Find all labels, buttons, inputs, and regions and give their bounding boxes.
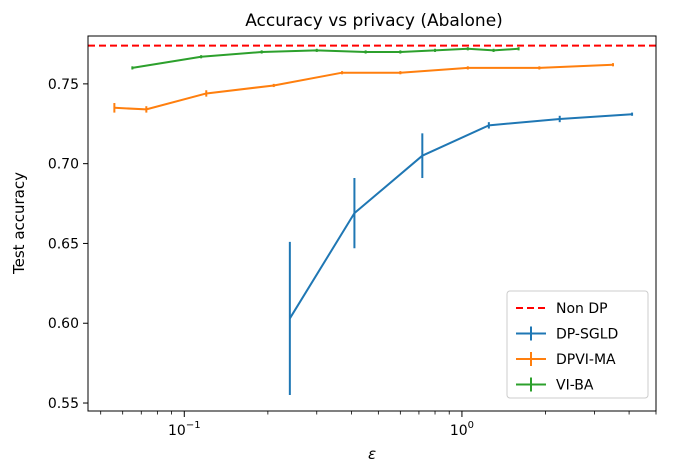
legend-box (506, 290, 649, 399)
y-tick-label: 0.60 (48, 316, 79, 332)
x-tick-label: 10−1 (168, 420, 201, 439)
series-vi-ba (131, 47, 520, 70)
legend-entry: DPVI-MA (516, 352, 616, 368)
legend-label: Non DP (556, 301, 608, 317)
series-line (288, 113, 633, 319)
legend: Non DP DP-SGLD DPVI-MA VI-BA (506, 290, 649, 399)
legend-label: VI-BA (556, 378, 594, 394)
axis-ticks: 0.55 0.60 0.65 0.70 0.75 10−1 100 (48, 77, 657, 439)
legend-entry: Non DP (516, 301, 608, 317)
y-tick-label: 0.55 (48, 396, 79, 412)
legend-entry: VI-BA (516, 377, 594, 394)
series-line (132, 47, 519, 69)
y-axis-label: Test accuracy (10, 172, 28, 275)
y-tick-label: 0.75 (48, 77, 79, 93)
legend-label: DPVI-MA (556, 352, 616, 368)
series-dpvi-ma (113, 63, 614, 113)
plot-frame (87, 35, 657, 412)
y-tick-label: 0.65 (48, 236, 79, 252)
plot-area (88, 44, 656, 396)
legend-entry: DP-SGLD (516, 326, 618, 343)
x-axis-label: ε (368, 445, 376, 463)
chart-title: Accuracy vs privacy (Abalone) (245, 11, 503, 31)
x-tick-label: 100 (450, 420, 474, 439)
y-tick-label: 0.70 (48, 157, 79, 173)
series-dp-sgld (288, 112, 634, 396)
legend-label: DP-SGLD (556, 327, 618, 343)
